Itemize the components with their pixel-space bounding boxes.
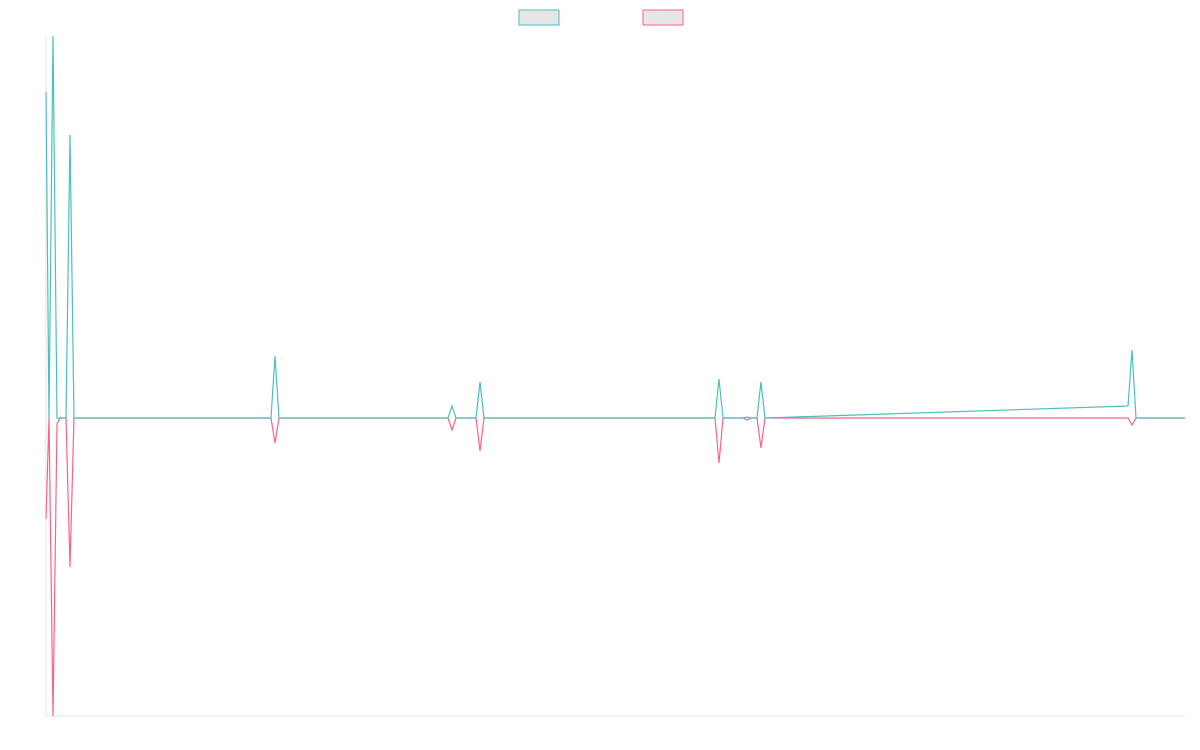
data-line bbox=[45, 35, 1185, 419]
data-line bbox=[45, 417, 1185, 717]
axes bbox=[45, 36, 1185, 717]
legend-swatch bbox=[518, 9, 560, 26]
legend-swatch bbox=[642, 9, 684, 26]
